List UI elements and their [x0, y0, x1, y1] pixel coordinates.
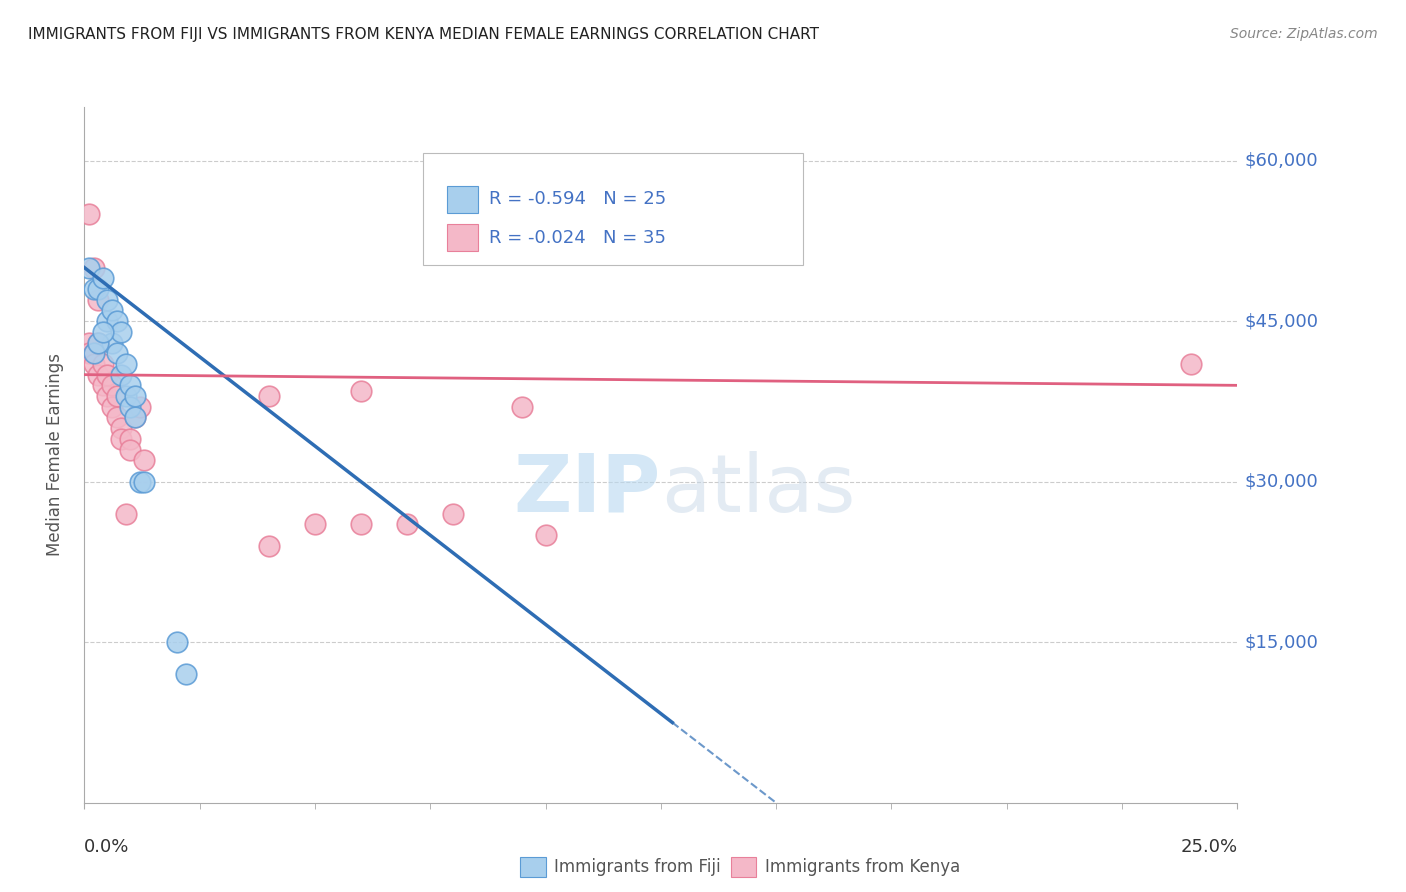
Point	[83, 346, 105, 360]
Point	[534, 528, 557, 542]
Point	[128, 475, 150, 489]
Point	[105, 314, 128, 328]
Point	[257, 539, 280, 553]
Point	[134, 475, 156, 489]
Point	[87, 368, 110, 382]
Point	[77, 346, 100, 360]
Text: 0.0%: 0.0%	[84, 838, 129, 856]
Point	[110, 421, 132, 435]
Point	[83, 282, 105, 296]
Point	[120, 442, 142, 457]
Text: IMMIGRANTS FROM FIJI VS IMMIGRANTS FROM KENYA MEDIAN FEMALE EARNINGS CORRELATION: IMMIGRANTS FROM FIJI VS IMMIGRANTS FROM …	[28, 27, 820, 42]
Text: $30,000: $30,000	[1244, 473, 1317, 491]
Text: Immigrants from Fiji: Immigrants from Fiji	[554, 858, 721, 876]
Point	[83, 260, 105, 275]
Point	[134, 453, 156, 467]
Point	[166, 635, 188, 649]
Point	[304, 517, 326, 532]
Point	[91, 357, 114, 371]
Point	[101, 303, 124, 318]
Point	[87, 335, 110, 350]
Point	[91, 271, 114, 285]
Point	[120, 378, 142, 392]
Text: atlas: atlas	[661, 450, 855, 529]
Point	[96, 389, 118, 403]
Point	[96, 293, 118, 307]
Point	[96, 368, 118, 382]
Point	[101, 335, 124, 350]
Point	[441, 507, 464, 521]
Point	[77, 207, 100, 221]
Point	[101, 400, 124, 414]
Point	[512, 400, 534, 414]
Point	[91, 325, 114, 339]
Point	[87, 293, 110, 307]
Point	[87, 335, 110, 350]
Text: $45,000: $45,000	[1244, 312, 1319, 330]
Point	[77, 335, 100, 350]
Point	[120, 432, 142, 446]
Point	[101, 378, 124, 392]
Text: $60,000: $60,000	[1244, 152, 1317, 169]
Y-axis label: Median Female Earnings: Median Female Earnings	[45, 353, 63, 557]
Point	[91, 378, 114, 392]
Point	[174, 667, 197, 681]
Point	[350, 384, 373, 398]
Point	[120, 400, 142, 414]
Point	[110, 432, 132, 446]
Text: R = -0.024   N = 35: R = -0.024 N = 35	[489, 228, 666, 246]
Point	[115, 357, 138, 371]
Point	[124, 410, 146, 425]
Point	[115, 507, 138, 521]
Point	[124, 410, 146, 425]
Point	[83, 346, 105, 360]
Text: Immigrants from Kenya: Immigrants from Kenya	[765, 858, 960, 876]
Point	[87, 282, 110, 296]
Point	[105, 346, 128, 360]
Text: 25.0%: 25.0%	[1180, 838, 1237, 856]
Text: ZIP: ZIP	[513, 450, 661, 529]
Point	[105, 410, 128, 425]
Text: R = -0.594   N = 25: R = -0.594 N = 25	[489, 190, 666, 208]
Text: $15,000: $15,000	[1244, 633, 1319, 651]
Point	[105, 389, 128, 403]
Point	[115, 389, 138, 403]
Point	[350, 517, 373, 532]
Point	[77, 260, 100, 275]
Point	[110, 368, 132, 382]
Point	[124, 389, 146, 403]
Point	[128, 400, 150, 414]
Point	[110, 325, 132, 339]
Point	[83, 357, 105, 371]
Point	[257, 389, 280, 403]
Point	[1180, 357, 1202, 371]
Text: Source: ZipAtlas.com: Source: ZipAtlas.com	[1230, 27, 1378, 41]
Point	[96, 314, 118, 328]
Point	[396, 517, 419, 532]
